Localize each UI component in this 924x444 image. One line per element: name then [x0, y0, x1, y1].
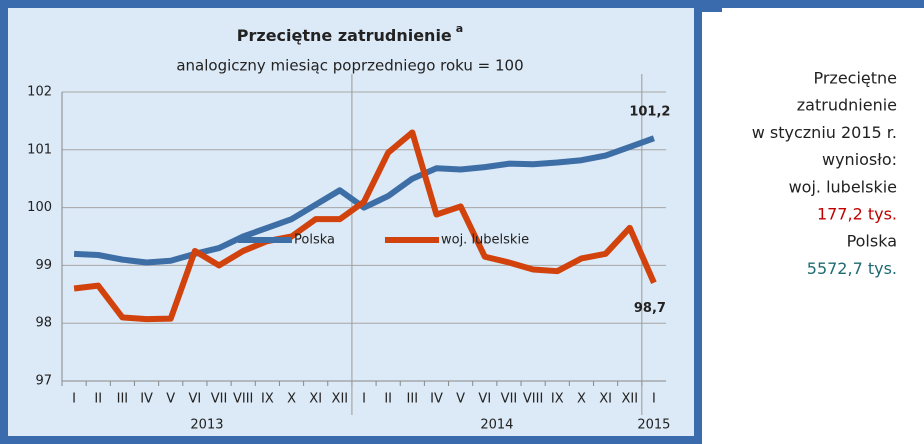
y-tick-label: 100 — [27, 200, 52, 215]
y-tick-label: 102 — [27, 85, 52, 100]
x-tick-label: X — [577, 392, 586, 407]
chart-background — [0, 0, 702, 444]
series-line — [73, 129, 657, 323]
series-line — [73, 135, 655, 266]
x-tick-label: IV — [140, 392, 153, 407]
panel-text: Polska — [847, 232, 897, 251]
legend-label: woj. lubelskie — [441, 233, 529, 248]
title-text: Przeciętne zatrudnienie — [237, 26, 452, 45]
y-tick-label: 101 — [27, 142, 52, 157]
x-tick-label: XI — [599, 392, 612, 407]
x-tick-label: XII — [621, 392, 638, 407]
x-tick-label: VI — [189, 392, 202, 407]
legend-label: Polska — [294, 233, 335, 248]
x-tick-label: II — [94, 392, 102, 407]
panel-text: zatrudnienie — [797, 96, 897, 115]
year-label: 2014 — [480, 418, 513, 433]
x-tick-label: I — [72, 392, 76, 407]
x-tick-label: VII — [211, 392, 228, 407]
x-tick-label: X — [287, 392, 296, 407]
x-tick-label: IX — [551, 392, 564, 407]
x-tick-label: IX — [261, 392, 274, 407]
x-tick-label: II — [384, 392, 392, 407]
x-tick-label: III — [117, 392, 129, 407]
x-tick-label: IV — [430, 392, 443, 407]
panel-text: wyniosło: — [822, 150, 897, 169]
y-tick-label: 97 — [35, 374, 52, 389]
x-tick-label: VII — [501, 392, 518, 407]
y-tick-label: 99 — [35, 258, 52, 273]
chart-subtitle: analogiczny miesiąc poprzedniego roku = … — [176, 57, 523, 75]
x-tick-label: V — [166, 392, 175, 407]
panel-text: 177,2 tys. — [817, 205, 897, 224]
x-tick-label: I — [652, 392, 656, 407]
panel-text: Przeciętne — [813, 69, 897, 88]
x-tick-label: VIII — [523, 392, 543, 407]
x-tick-label: I — [362, 392, 366, 407]
side-panel: Przeciętne zatrudnienie w styczniu 2015 r.… — [752, 69, 897, 278]
x-tick-label: XII — [332, 392, 349, 407]
x-tick-label: VI — [478, 392, 491, 407]
panel-text: woj. lubelskie — [789, 177, 897, 196]
data-label: 101,2 — [629, 105, 670, 120]
x-tick-label: V — [456, 392, 465, 407]
year-label: 2013 — [190, 418, 223, 433]
data-label: 98,7 — [634, 301, 666, 316]
x-tick-label: VIII — [233, 392, 253, 407]
title-superscript: a — [456, 22, 463, 35]
chart-title: Przeciętne zatrudnienie a — [237, 22, 463, 45]
panel-text: w styczniu 2015 r. — [752, 123, 897, 142]
x-tick-label: XI — [309, 392, 322, 407]
y-tick-label: 98 — [35, 316, 52, 331]
x-tick-label: III — [407, 392, 419, 407]
year-label: 2015 — [637, 418, 670, 433]
panel-text: 5572,7 tys. — [807, 259, 897, 278]
